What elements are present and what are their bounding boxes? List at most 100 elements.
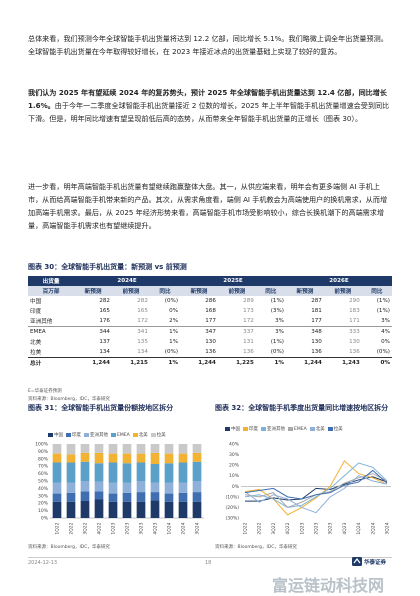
bar-segment bbox=[80, 452, 90, 462]
table-cell: 1,225 bbox=[217, 357, 256, 368]
bar-segment bbox=[164, 453, 174, 464]
x-tick-label: 4Q22 bbox=[285, 522, 291, 534]
table-subheader-cell: 前预测 bbox=[217, 286, 256, 296]
bar-segment bbox=[122, 482, 132, 493]
legend-label: 亚洲其他 bbox=[267, 427, 285, 432]
table-cell: 131 bbox=[243, 339, 254, 345]
table-cell: 176 bbox=[99, 318, 110, 324]
table-cell: (1%) bbox=[270, 339, 284, 345]
table-cell: (0%) bbox=[376, 349, 390, 355]
x-tick-label: 2Q23 bbox=[314, 522, 320, 534]
table-cell: 290 bbox=[349, 298, 360, 304]
bar-segment bbox=[164, 444, 174, 454]
legend-swatch bbox=[66, 432, 71, 437]
legend-label: 北美 bbox=[138, 433, 148, 438]
bar-segment bbox=[66, 454, 76, 463]
bar-segment bbox=[192, 481, 202, 493]
y-tick-label: 10% bbox=[38, 508, 49, 514]
y-tick-label: 30% bbox=[229, 452, 240, 458]
bar-segment bbox=[192, 452, 202, 462]
table-subheader-cell: 新预测 bbox=[285, 286, 324, 296]
table-row: 亚洲其他 176 172 2% 177 172 3% 177 171 3% bbox=[28, 316, 392, 327]
bar-segment bbox=[150, 444, 160, 453]
bar-segment bbox=[66, 492, 76, 502]
table-cell: 0% bbox=[381, 339, 390, 345]
table-subheader-cell: 新预测 bbox=[180, 286, 218, 296]
bar-segment bbox=[122, 492, 132, 502]
table-row: 拉美 134 134 (0%) 136 136 (0%) 136 136 (0%) bbox=[28, 347, 392, 358]
series-line bbox=[244, 475, 388, 514]
bar-segment bbox=[94, 481, 104, 492]
bar-segment bbox=[164, 463, 174, 483]
y-tick-label: (10%) bbox=[225, 494, 239, 500]
bar-segment bbox=[108, 444, 118, 454]
bar-segment bbox=[150, 500, 160, 518]
table-subheader-cell: 同比 bbox=[255, 286, 286, 296]
y-tick-label: (20%) bbox=[225, 505, 239, 511]
table-subheader-cell: 前预测 bbox=[112, 286, 150, 296]
bar-segment bbox=[94, 444, 104, 453]
x-tick-label: 2Q24 bbox=[370, 522, 376, 534]
table-cell: 136 bbox=[349, 349, 360, 355]
table-cell: 3% bbox=[275, 318, 284, 324]
y-tick-label: 40% bbox=[229, 442, 240, 448]
bar-segment bbox=[66, 462, 76, 483]
table-row: 北美 137 135 1% 130 131 (1%) 130 130 0% bbox=[28, 337, 392, 347]
table-cell: 1% bbox=[169, 339, 179, 345]
bar-segment bbox=[52, 453, 62, 463]
table-cell: (1%) bbox=[270, 298, 284, 304]
footer-divider bbox=[28, 557, 392, 558]
bar-segment bbox=[52, 482, 62, 494]
x-tick-label: 4Q23 bbox=[153, 522, 159, 534]
bar-segment bbox=[52, 501, 62, 518]
table-cell: 亚洲其他 bbox=[30, 319, 53, 325]
table-cell: 181 bbox=[311, 308, 322, 314]
table-cell: 136 bbox=[311, 349, 322, 355]
bar-segment bbox=[178, 482, 188, 493]
y-tick-label: 0% bbox=[41, 516, 49, 522]
table-cell: 130 bbox=[205, 339, 216, 345]
table-cell: 1% bbox=[149, 326, 181, 337]
bar-segment bbox=[80, 444, 90, 453]
x-tick-label: 3Q23 bbox=[328, 522, 334, 534]
bar-segment bbox=[122, 444, 132, 454]
series-line bbox=[244, 460, 388, 516]
y-tick-label: 100% bbox=[35, 442, 49, 448]
table-cell: 1% bbox=[255, 357, 286, 368]
table-cell: 282 bbox=[99, 298, 110, 304]
y-tick-label: 10% bbox=[229, 473, 240, 479]
legend-swatch bbox=[288, 426, 293, 431]
table-cell: 1,244 bbox=[285, 357, 324, 368]
table-header-cell: 出货量 bbox=[28, 276, 75, 286]
bar-segment bbox=[178, 492, 188, 502]
legend-label: 中国 bbox=[231, 427, 240, 432]
bar-segment bbox=[150, 482, 160, 493]
table-cell: 165 bbox=[99, 308, 110, 314]
fig31-title: 图表 31：全球智能手机出货量份额按地区拆分 bbox=[28, 404, 174, 412]
bar-segment bbox=[80, 481, 90, 492]
table-cell: 0% bbox=[361, 357, 392, 368]
x-tick-label: 3Q23 bbox=[139, 522, 145, 534]
table-subheader-cell: 百万部 bbox=[28, 286, 75, 296]
bar-segment bbox=[192, 444, 202, 453]
fig30-note: E=华泰证券预测 bbox=[28, 389, 62, 394]
table-cell: (0%) bbox=[164, 349, 179, 355]
bar-segment bbox=[108, 482, 118, 494]
table-cell: 173 bbox=[243, 308, 254, 314]
brand-logo-icon bbox=[352, 557, 362, 566]
y-tick-label: 0% bbox=[232, 484, 240, 490]
table-cell: 1,244 bbox=[180, 357, 218, 368]
bar-segment bbox=[52, 444, 62, 454]
table-cell: 333 bbox=[323, 326, 362, 337]
x-tick-label: 3Q22 bbox=[83, 522, 89, 534]
legend-label: 拉美 bbox=[156, 433, 166, 438]
fig31-legend: 中国 印度 亚洲其他 EMEA 北美 拉美 bbox=[45, 432, 166, 438]
table-cell: 2% bbox=[169, 318, 179, 324]
table-cell: 168 bbox=[205, 308, 216, 314]
fig30-title: 图表 30：全球智能手机出货量：新预测 vs 前预测 bbox=[28, 263, 187, 271]
bar-segment bbox=[122, 463, 132, 483]
legend-swatch bbox=[225, 426, 230, 431]
x-tick-label: 2Q23 bbox=[125, 522, 131, 534]
table-cell: 171 bbox=[349, 318, 360, 324]
legend-swatch bbox=[309, 426, 315, 431]
